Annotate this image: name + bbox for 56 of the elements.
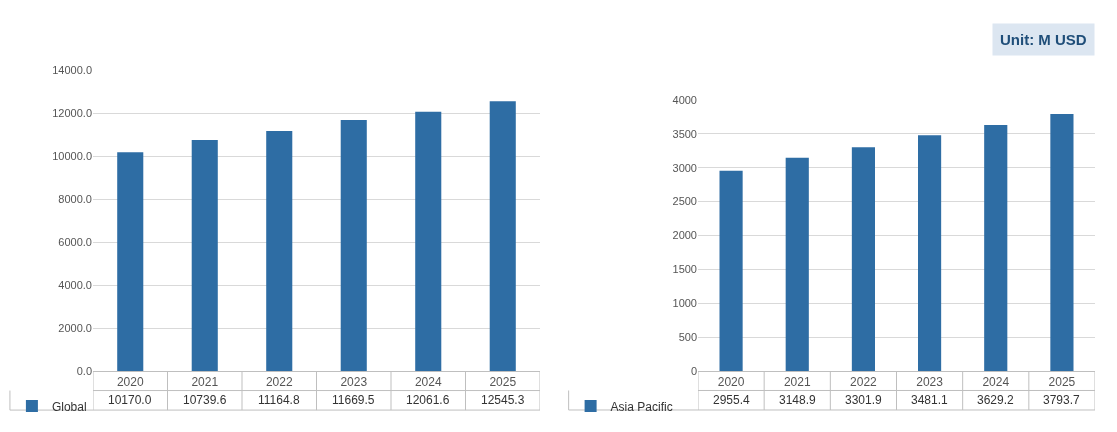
- y-tick-label: 14000.0: [52, 63, 92, 76]
- y-tick-label: 4000.0: [58, 278, 92, 291]
- bar: [117, 152, 144, 371]
- x-tick-label: 2021: [191, 375, 219, 390]
- bar: [785, 157, 809, 371]
- data-label: 10170.0: [108, 393, 152, 407]
- data-label: 2955.4: [713, 393, 751, 407]
- text: Unit: M USD: [1000, 31, 1087, 48]
- y-tick-label: 2000.0: [58, 321, 92, 334]
- y-tick-label: 500: [678, 330, 697, 343]
- y-tick-label: 2500: [672, 195, 697, 208]
- y-tick-label: 3500: [672, 127, 697, 140]
- x-tick-label: 2022: [850, 375, 878, 390]
- y-tick-label: 1500: [672, 263, 697, 276]
- data-label: 12061.6: [406, 393, 450, 407]
- x-tick-label: 2024: [414, 375, 442, 390]
- data-label: 3793.7: [1043, 393, 1081, 407]
- bar: [1050, 113, 1074, 371]
- bar: [851, 147, 875, 371]
- bar: [719, 170, 743, 371]
- bar: [340, 120, 367, 371]
- data-label: 12545.3: [481, 393, 525, 407]
- y-tick-label: 3000: [672, 161, 697, 174]
- data-label: 3301.9: [845, 393, 883, 407]
- bar: [984, 125, 1008, 371]
- x-tick-label: 2025: [1048, 375, 1076, 390]
- bar: [266, 130, 293, 371]
- legend-label: Global: [51, 399, 87, 414]
- data-label: 3629.2: [977, 393, 1015, 407]
- y-tick-label: 2000: [672, 229, 697, 242]
- data-label: 11669.5: [332, 393, 375, 407]
- y-tick-label: 6000.0: [58, 235, 92, 248]
- data-label: 3481.1: [911, 393, 949, 407]
- x-tick-label: 2020: [717, 375, 745, 390]
- bar: [489, 101, 516, 371]
- bar: [415, 111, 442, 371]
- x-tick-label: 2022: [265, 375, 293, 390]
- bar: [918, 135, 942, 371]
- x-tick-label: 2023: [340, 375, 368, 390]
- bar: [191, 140, 218, 371]
- x-tick-label: 2021: [783, 375, 811, 390]
- x-tick-label: 2023: [916, 375, 944, 390]
- data-label: 11164.8: [258, 393, 300, 407]
- data-label: 10739.6: [183, 393, 227, 407]
- y-tick-label: 10000.0: [52, 149, 92, 162]
- x-tick-label: 2025: [489, 375, 517, 390]
- legend-label: Asia Pacific: [610, 399, 673, 414]
- y-tick-label: 4000: [672, 93, 697, 106]
- x-tick-label: 2020: [116, 375, 144, 390]
- y-tick-label: 0.0: [76, 364, 92, 377]
- y-tick-label: 12000.0: [52, 106, 92, 119]
- y-tick-label: 1000: [672, 297, 697, 310]
- x-tick-label: 2024: [982, 375, 1010, 390]
- y-tick-label: 8000.0: [58, 192, 92, 205]
- data-label: 3148.9: [779, 393, 817, 407]
- y-tick-label: 0: [690, 364, 697, 377]
